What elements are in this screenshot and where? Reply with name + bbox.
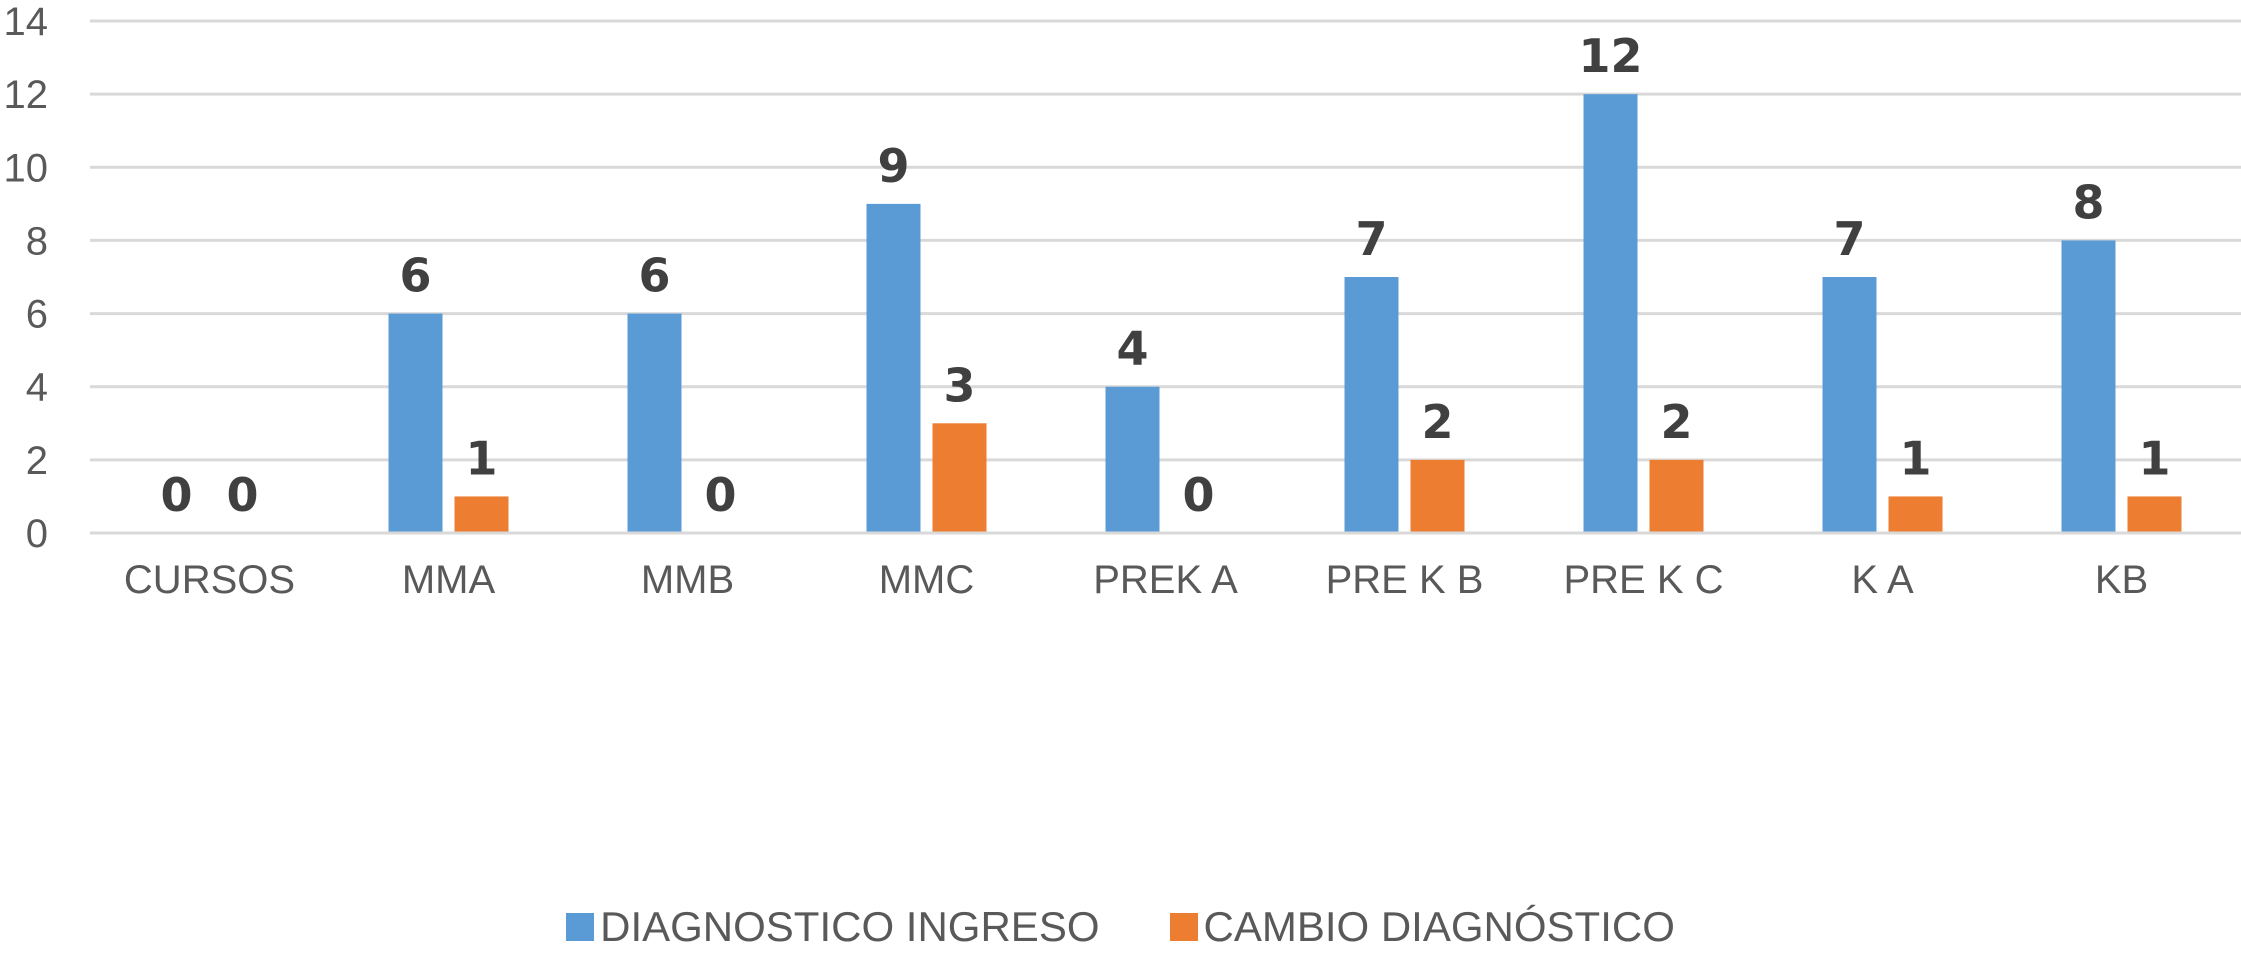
data-label-series-1: 2 [1660,395,1692,449]
gridlines [90,19,2241,535]
y-axis-ticks: 0 2 4 6 8 10 12 14 [4,0,49,556]
x-category-label: CURSOS [124,558,295,602]
x-category-label: MMC [879,558,975,602]
bar-series-0-k-a [1822,277,1877,533]
x-category-label: PRE K B [1326,558,1484,602]
bar-series-1-mmc [932,423,987,533]
data-label-series-0: 9 [877,139,909,193]
legend-item-series-0: DIAGNOSTICO INGRESO [566,903,1100,951]
legend-item-series-1: CAMBIO DIAGNÓSTICO [1169,903,1675,951]
legend: DIAGNOSTICO INGRESO CAMBIO DIAGNÓSTICO [0,898,2241,956]
data-label-series-0: 6 [399,249,431,303]
y-tick-label: 6 [26,293,48,337]
data-label-series-1: 0 [704,468,736,522]
bar-series-1-k-a [1888,496,1943,533]
y-tick-label: 14 [4,0,49,44]
data-label-series-0: 8 [2072,175,2104,229]
x-category-label: MMA [402,558,496,602]
data-label-series-1: 0 [1182,468,1214,522]
bar-series-1-pre-k-c [1649,459,1704,533]
y-tick-label: 12 [4,73,49,117]
bar-series-0-prek-a [1105,386,1160,533]
y-tick-label: 8 [26,219,48,263]
bar-series-0-pre-k-b [1344,277,1399,533]
y-tick-label: 4 [26,366,48,410]
data-label-series-1: 0 [226,468,258,522]
legend-label-series-1: CAMBIO DIAGNÓSTICO [1203,903,1675,950]
data-label-series-0: 6 [638,249,670,303]
x-category-label: MMB [641,558,734,602]
bars [90,94,2241,535]
data-label-series-1: 1 [2138,431,2170,485]
x-category-label: PREK A [1093,558,1238,602]
bar-series-0-mmb [627,313,682,533]
data-label-series-0: 12 [1578,29,1642,83]
legend-swatch-series-1 [1169,913,1198,941]
data-label-series-1: 1 [465,431,497,485]
bar-series-0-mma [388,313,443,533]
bar-series-0-pre-k-c [1583,94,1638,534]
x-axis-categories: CURSOS MMA MMB MMC PREK A PRE K B PRE K C K A KB [124,558,2148,602]
data-label-series-1: 2 [1421,395,1453,449]
bar-series-1-pre-k-b [1410,459,1465,533]
bar-series-0-kb [2061,240,2116,533]
data-label-series-1: 1 [1899,431,1931,485]
data-label-series-0: 0 [160,468,192,522]
data-label-series-0: 4 [1116,322,1148,376]
data-label-series-0: 7 [1355,212,1387,266]
bar-series-1-kb [2127,496,2182,533]
x-category-label: PRE K C [1563,558,1723,602]
y-tick-label: 2 [26,439,48,483]
x-category-label: K A [1851,558,1914,602]
y-tick-label: 0 [26,512,48,556]
legend-label-series-0: DIAGNOSTICO INGRESO [600,903,1100,950]
x-category-label: KB [2095,558,2148,602]
data-label-series-0: 7 [1833,212,1865,266]
legend-swatch-series-0 [566,913,595,941]
bar-series-1-mma [454,496,509,533]
data-label-series-1: 3 [943,358,975,412]
y-tick-label: 10 [4,146,49,190]
bar-series-0-mmc [866,203,921,533]
